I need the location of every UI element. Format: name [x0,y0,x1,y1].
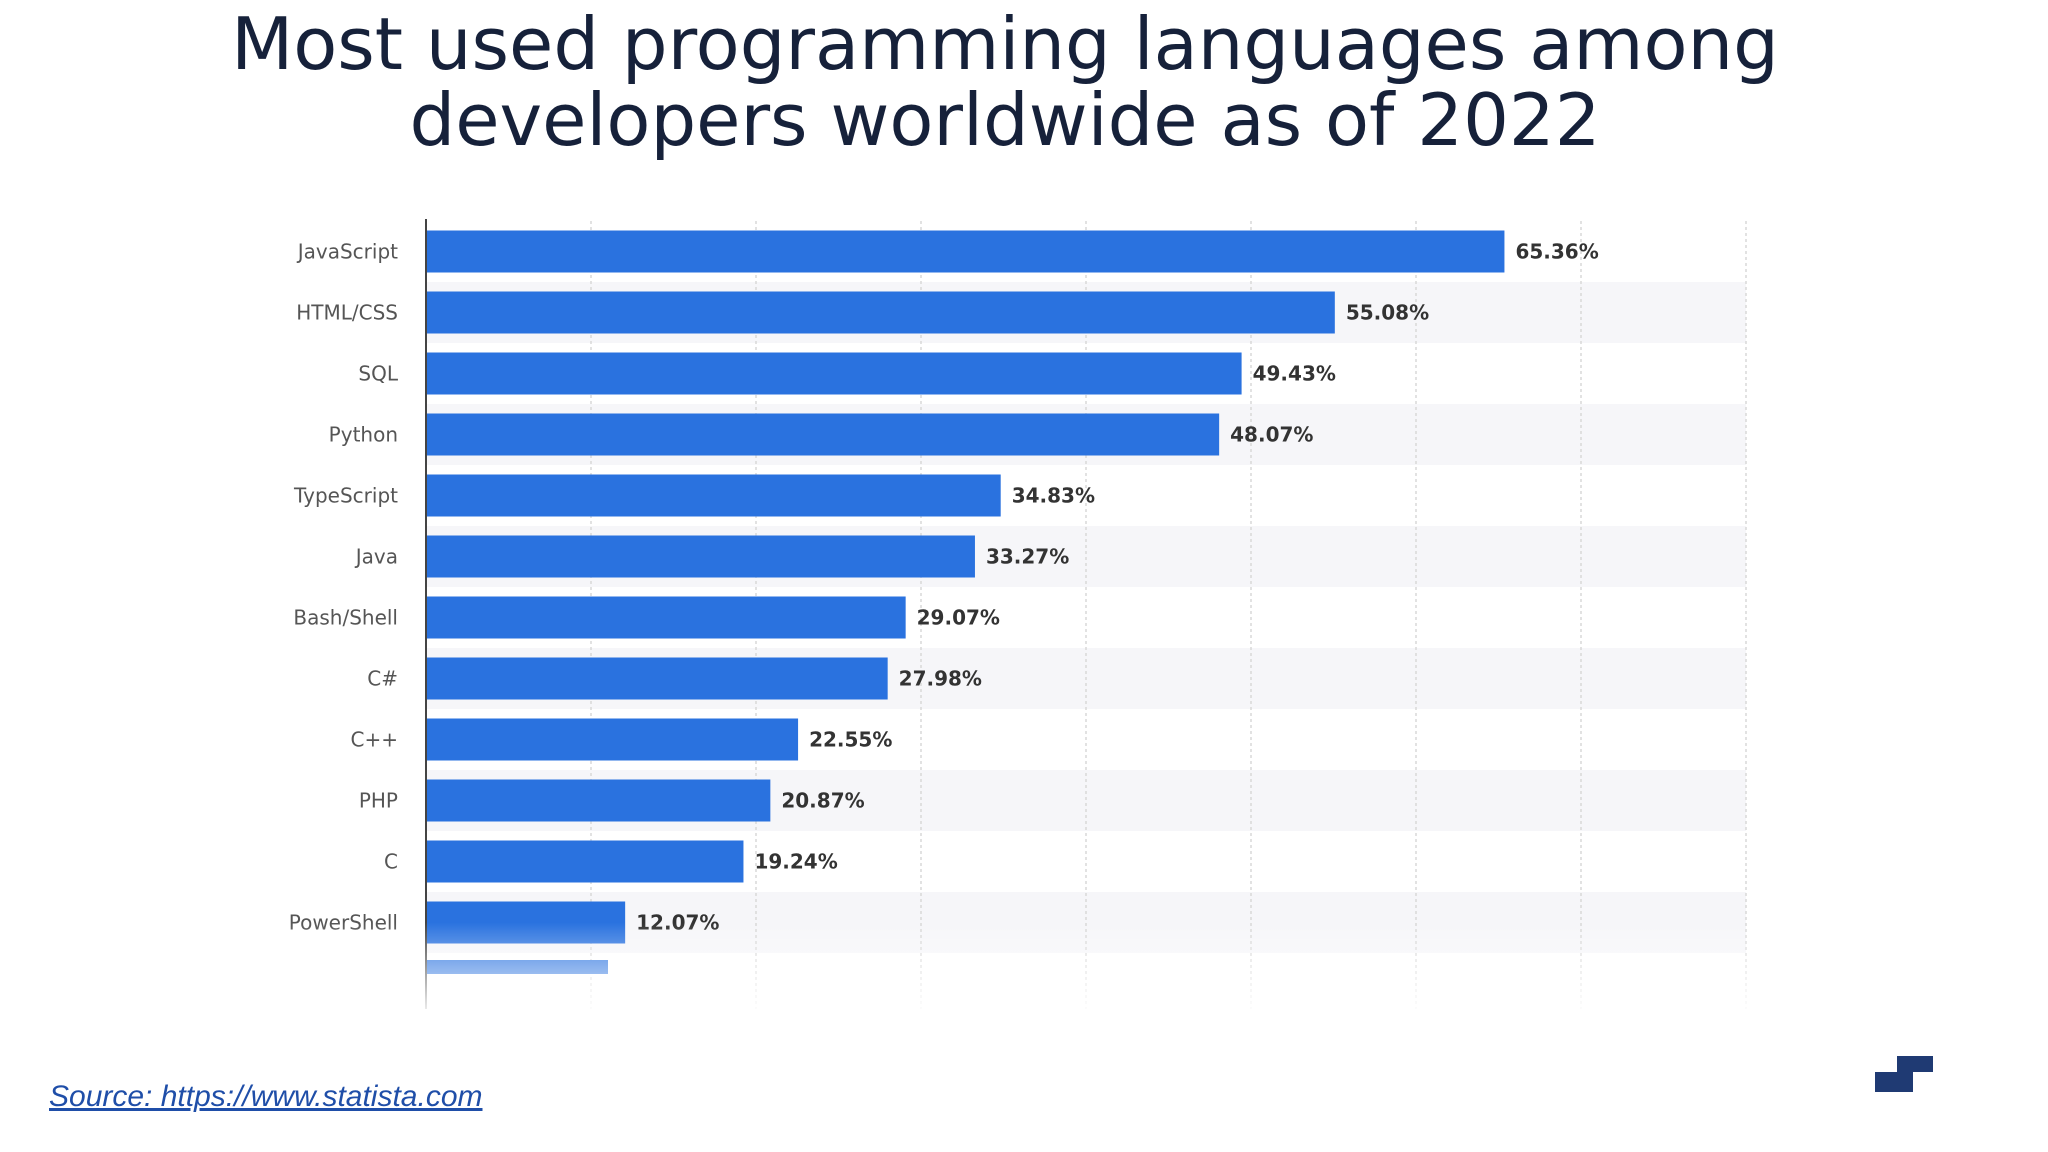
category-label: SQL [358,362,398,386]
bar [426,535,975,578]
value-label: 65.36% [1515,240,1598,264]
value-label: 20.87% [781,789,864,813]
bar [426,596,906,639]
bar [426,840,744,883]
value-label: 34.83% [1012,484,1095,508]
bar [426,230,1505,273]
category-label: PHP [359,789,398,813]
source-link[interactable]: Source: https://www.statista.com [49,1080,483,1113]
category-label: TypeScript [293,484,398,508]
bar [426,413,1220,456]
bar [426,291,1335,334]
value-label: 49.43% [1253,362,1336,386]
category-label: C# [367,667,398,691]
value-label: 48.07% [1230,423,1313,447]
bar [426,474,1001,517]
value-label: 22.55% [809,728,892,752]
category-label: C++ [351,728,398,752]
bar [426,657,888,700]
category-label: Java [354,545,398,569]
page-title: Most used programming languages among de… [0,6,2010,158]
value-label: 29.07% [917,606,1000,630]
category-label: HTML/CSS [296,301,398,325]
category-label: JavaScript [296,240,398,264]
value-label: 33.27% [986,545,1069,569]
bottom-fade [250,922,1810,1021]
bar [426,718,799,761]
page-title-line-2: developers worldwide as of 2022 [409,78,1601,162]
category-label: Bash/Shell [293,606,398,630]
value-label: 55.08% [1346,301,1429,325]
page-title-line-1: Most used programming languages among [231,2,1779,86]
category-label: Python [329,423,398,447]
value-labels: 65.36% 55.08% 49.43% 48.07% 34.83% 33.27% 29.0… [636,240,1599,935]
category-labels: JavaScript HTML/CSS SQL Python TypeScript Jav… [289,240,399,935]
bar [426,352,1242,395]
statista-logo-icon [1875,1056,1933,1092]
category-label: C [384,850,398,874]
bar [426,779,771,822]
value-label: 27.98% [899,667,982,691]
bar-chart: JavaScript HTML/CSS SQL Python TypeScript Jav… [250,219,1810,1021]
value-label: 19.24% [754,850,837,874]
